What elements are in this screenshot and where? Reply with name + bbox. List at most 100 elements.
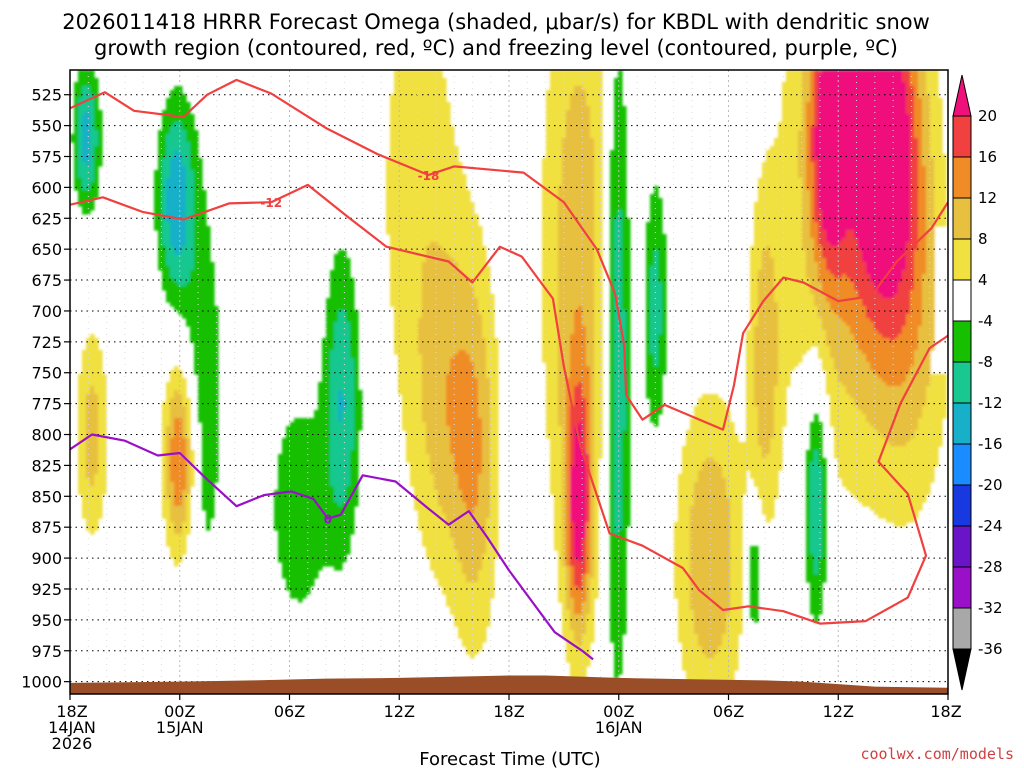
omega-cell [86,418,99,423]
omega-cell [650,298,663,303]
omega-cell [614,286,623,291]
omega-cell [834,366,871,371]
omega-cell [94,170,99,175]
omega-cell [814,454,819,459]
omega-cell [610,626,627,631]
omega-cell [658,338,667,343]
omega-cell [758,490,779,495]
omega-cell [78,146,83,151]
omega-cell [438,498,463,503]
omega-cell [162,478,167,483]
omega-cell [586,474,591,479]
omega-cell [174,482,187,487]
omega-cell [194,258,211,263]
omega-cell [646,310,651,315]
omega-cell [570,626,587,631]
omega-cell [594,566,599,571]
colorbar-label: -16 [978,435,1003,453]
omega-cell [690,586,731,591]
omega-cell [590,506,595,511]
omega-cell [278,546,351,551]
omega-cell [170,162,183,167]
omega-cell [194,202,207,207]
omega-cell [778,346,811,351]
omega-cell [454,462,483,467]
omega-cell [610,302,615,307]
omega-cell [814,562,819,567]
omega-cell [562,538,567,543]
omega-cell [850,330,879,335]
omega-cell [586,482,591,487]
omega-cell [78,202,95,207]
omega-cell [418,350,459,355]
omega-cell [822,538,827,543]
omega-cell [594,198,603,203]
omega-cell [386,186,467,191]
omega-cell [594,574,599,579]
omega-cell [626,330,631,335]
omega-cell [594,374,603,379]
omega-cell [830,302,863,307]
omega-cell [318,394,331,399]
omega-cell [702,462,719,467]
omega-cell [902,330,919,335]
omega-cell [418,322,483,327]
omega-cell [834,450,939,455]
omega-cell [542,314,559,319]
omega-cell [542,178,563,183]
omega-cell [762,506,775,511]
omega-cell [570,470,587,475]
omega-cell [74,90,83,95]
omega-cell [622,474,631,479]
omega-cell [590,466,595,471]
omega-cell [186,518,191,523]
omega-cell [194,226,211,231]
omega-cell [174,430,183,435]
omega-cell [186,498,191,503]
omega-cell [646,350,651,355]
omega-cell [570,670,587,675]
omega-cell [458,634,487,639]
omega-cell [198,378,219,383]
omega-cell [610,590,627,595]
omega-cell [610,430,615,435]
omega-cell [758,286,775,291]
omega-cell [462,562,483,567]
omega-cell [726,630,743,635]
omega-cell [758,426,775,431]
omega-cell [278,482,331,487]
omega-cell [394,342,419,347]
omega-cell [826,238,843,243]
omega-cell [762,162,799,167]
omega-cell [822,226,911,231]
omega-cell [586,510,591,515]
omega-cell [610,206,627,211]
omega-cell [814,94,819,99]
omega-cell [830,346,859,351]
omega-cell [814,90,819,95]
omega-cell [650,310,663,315]
omega-cell [346,310,359,315]
omega-cell [826,230,847,235]
omega-cell [422,410,447,415]
omega-cell [174,530,183,535]
omega-cell [558,226,595,231]
omega-cell [326,314,339,319]
omega-cell [350,466,359,471]
omega-cell [646,354,655,359]
omega-cell [610,566,627,571]
omega-cell [438,578,467,583]
omega-cell [570,566,575,571]
omega-cell [278,550,351,555]
omega-cell [926,198,935,203]
omega-cell [462,638,487,643]
omega-cell [878,290,899,295]
omega-cell [542,282,559,287]
omega-cell [594,314,603,319]
omega-cell [422,270,463,275]
omega-cell [834,454,939,459]
omega-cell [594,378,603,383]
omega-cell [558,586,567,591]
omega-cell [566,518,571,523]
omega-cell [422,390,447,395]
